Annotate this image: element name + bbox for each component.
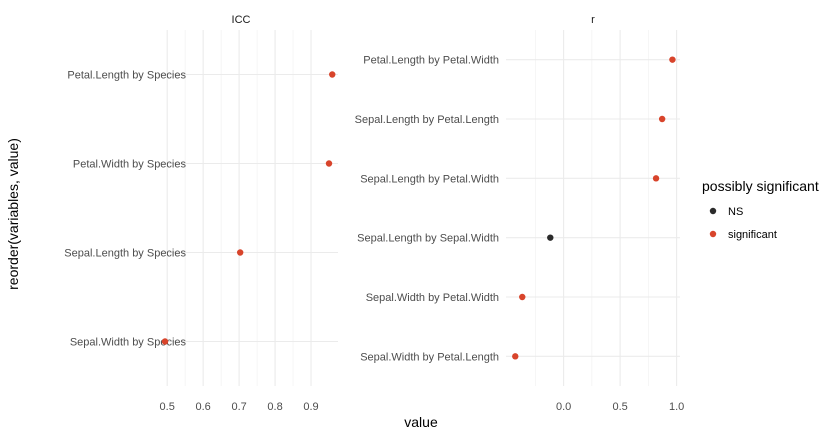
data-point	[658, 115, 666, 123]
panel-r: r Petal.Length by Petal.Width Sepal.Length…	[355, 14, 685, 413]
y-tick-label: Sepal.Width by Species	[70, 337, 187, 349]
y-tick-label: Petal.Length by Petal.Width	[363, 55, 499, 67]
y-tick-label: Petal.Length by Species	[67, 70, 186, 82]
x-tick-label: 0.7	[231, 401, 246, 413]
data-point	[161, 338, 169, 345]
x-tick-label: 0.5	[160, 401, 175, 413]
y-tick-label: Sepal.Length by Species	[64, 248, 186, 260]
legend-key	[709, 207, 717, 215]
facet-strip-label: r	[591, 14, 595, 26]
data-point	[512, 353, 519, 360]
data-point	[329, 71, 336, 78]
x-tick-label: 1.0	[669, 401, 684, 413]
data-point	[547, 234, 554, 241]
data-point	[236, 249, 244, 256]
y-tick-label: Sepal.Width by Petal.Length	[360, 351, 499, 363]
data-point	[652, 175, 660, 182]
x-tick-label: 0.9	[303, 401, 318, 413]
legend-key	[709, 230, 717, 238]
legend-label: NS	[728, 206, 743, 218]
x-tick-label: 0.0	[556, 401, 571, 413]
y-axis-title: reorder(variables, value)	[5, 138, 21, 290]
y-tick-label: Sepal.Width by Petal.Width	[366, 292, 499, 304]
x-tick-label: 0.8	[267, 401, 282, 413]
data-point	[669, 56, 676, 63]
x-tick-label: 0.6	[196, 401, 211, 413]
data-point	[519, 293, 526, 301]
y-tick-label: Sepal.Length by Petal.Width	[360, 173, 499, 185]
x-tick-label: 0.5	[612, 401, 627, 413]
y-tick-label: Sepal.Length by Petal.Length	[355, 114, 499, 126]
legend: possibly significant NS significant	[702, 178, 819, 241]
x-axis-title: value	[404, 414, 438, 430]
data-point	[325, 160, 333, 167]
legend-label: significant	[728, 229, 777, 241]
y-tick-label: Sepal.Length by Sepal.Width	[357, 233, 499, 245]
panel-icc: ICC Petal.Length by Species Petal.Width by…	[64, 14, 338, 413]
y-tick-label: Petal.Width by Species	[73, 159, 187, 171]
legend-title: possibly significant	[702, 178, 819, 194]
facet-strip-label: ICC	[232, 14, 251, 26]
